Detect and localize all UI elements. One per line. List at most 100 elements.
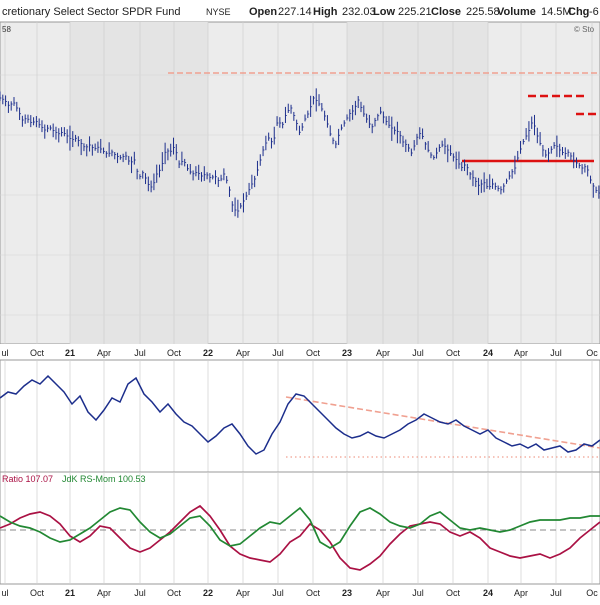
price-bar: [189, 163, 192, 175]
open-label: Open: [249, 6, 277, 18]
close-label: Close: [431, 6, 461, 18]
price-bar: [209, 173, 212, 183]
price-bar: [464, 159, 466, 172]
x-axis-price-background: [0, 344, 600, 360]
price-bar: [206, 172, 209, 180]
rs-line: [0, 374, 600, 455]
price-bar: [500, 186, 503, 195]
price-bar: [276, 116, 279, 126]
price-bar: [430, 152, 433, 159]
price-bar: [581, 164, 584, 175]
price-bar: [242, 193, 245, 213]
year-shade: [347, 22, 488, 344]
price-bar: [128, 155, 131, 165]
rrg-panel-background: [0, 471, 600, 585]
price-bar: [200, 172, 203, 182]
price-bar: [553, 142, 556, 149]
x-tick-label: Jul: [550, 348, 562, 358]
price-bar: [324, 110, 327, 121]
price-bar: [231, 201, 234, 212]
rrg-panel: Ratio 107.07 JdK RS-Mom 100.53: [0, 471, 600, 585]
x-tick-label: 24: [483, 348, 493, 358]
price-bar: [472, 170, 475, 187]
price-bar: [458, 151, 461, 169]
chg-value: -6: [589, 6, 599, 18]
x-tick-label: Jul: [550, 588, 562, 598]
x-tick-label: Apr: [236, 348, 250, 358]
price-bar: [108, 142, 111, 157]
ratio-line: [0, 504, 600, 571]
price-bar: [595, 186, 598, 194]
price-bar: [41, 120, 44, 133]
x-tick-label: 22: [203, 588, 213, 598]
low-label: Low: [373, 6, 395, 18]
price-bar: [556, 135, 559, 157]
price-bar: [489, 174, 492, 190]
price-bar: [293, 111, 296, 121]
price-bar: [441, 140, 444, 148]
price-bar: [270, 137, 273, 149]
price-bar: [234, 197, 237, 217]
high-label: High: [313, 6, 338, 18]
price-bar: [251, 174, 254, 189]
price-bar: [517, 150, 520, 162]
price-bar: [321, 103, 324, 112]
price-bar: [100, 138, 103, 154]
price-bar: [27, 114, 30, 123]
price-bar: [307, 110, 310, 119]
price-bar: [422, 128, 424, 140]
price-bar: [436, 147, 438, 159]
price-bar: [416, 133, 419, 145]
price-panel-grid: [0, 22, 600, 344]
price-bar: [226, 175, 229, 184]
volume-label: Volume: [497, 6, 536, 18]
price-bar: [444, 138, 447, 155]
x-tick-label: Oc: [586, 348, 598, 358]
x-tick-label: Apr: [514, 588, 528, 598]
price-bar: [469, 171, 472, 180]
price-bar: [44, 124, 47, 139]
price-panel: 58 © Sto: [0, 21, 600, 345]
price-bar: [69, 125, 72, 151]
price-bar: [564, 147, 567, 159]
price-bar: [366, 113, 369, 123]
high-value: 232.03: [342, 6, 376, 18]
price-bar: [220, 174, 223, 182]
price-bar: [508, 171, 511, 180]
price-bar: [97, 141, 100, 153]
price-bar: [357, 96, 360, 109]
price-bar: [368, 114, 371, 129]
price-bar: [522, 138, 525, 145]
price-bar: [438, 144, 441, 152]
price-bar: [30, 115, 33, 128]
price-levels: [168, 72, 600, 163]
price-bar: [486, 178, 489, 189]
price-bar: [433, 155, 436, 160]
price-bar: [240, 203, 243, 209]
price-bar: [105, 151, 108, 158]
price-bar: [83, 143, 86, 152]
open-value: 227.14: [278, 6, 312, 18]
price-bar: [159, 164, 161, 178]
header-background: [0, 0, 600, 22]
price-bar: [181, 151, 184, 166]
price-bar: [536, 127, 539, 144]
price-bar: [539, 132, 542, 146]
price-bar: [91, 144, 94, 156]
price-bar: [61, 127, 63, 137]
price-panel-shading: [70, 22, 488, 344]
price-bar: [380, 106, 382, 115]
header: cretionary Select Sector SPDR Fund NYSE …: [0, 0, 600, 22]
price-bar: [63, 127, 66, 137]
price-bar: [542, 144, 545, 157]
price-bar: [329, 125, 332, 137]
price-bar: [38, 118, 41, 128]
x-tick-label: 22: [203, 348, 213, 358]
x-tick-label: 23: [342, 588, 352, 598]
price-bar: [287, 103, 290, 113]
price-bar: [192, 170, 195, 181]
price-bar: [332, 137, 335, 145]
price-bar: [142, 170, 145, 179]
x-tick-label: Jul: [272, 348, 284, 358]
price-bar: [2, 94, 5, 105]
